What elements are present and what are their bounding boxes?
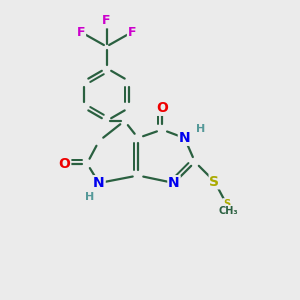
Text: S: S (209, 175, 220, 188)
Text: CH₃: CH₃ (218, 206, 238, 215)
Text: O: O (156, 101, 168, 115)
Text: N: N (93, 176, 105, 190)
Text: S: S (223, 199, 230, 209)
Text: O: O (58, 157, 70, 170)
Text: H: H (85, 191, 94, 202)
Text: F: F (77, 26, 85, 39)
Text: F: F (102, 14, 111, 28)
Text: N: N (179, 131, 190, 145)
Text: H: H (196, 124, 205, 134)
Text: F: F (128, 26, 136, 39)
Text: S: S (223, 199, 230, 209)
Text: N: N (168, 176, 180, 190)
